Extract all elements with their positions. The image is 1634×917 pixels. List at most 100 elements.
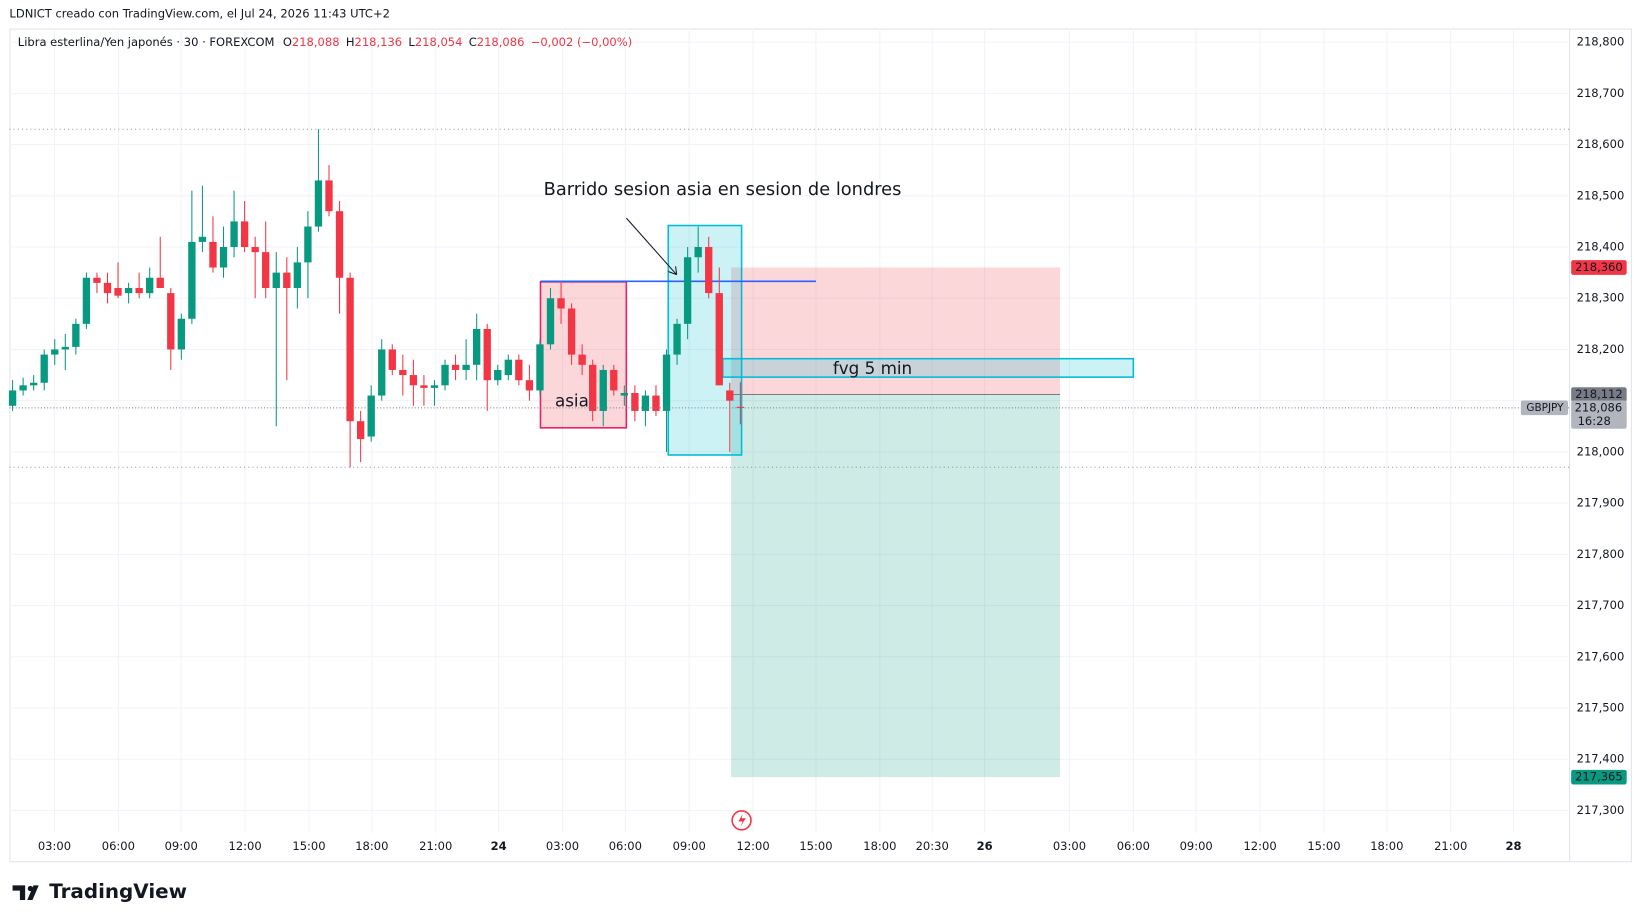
candle-body xyxy=(251,247,259,253)
x-tick-label: 18:00 xyxy=(355,839,388,853)
candle-body xyxy=(652,395,660,411)
brand: TradingView xyxy=(49,880,187,903)
symbol-tag: GBPJPY xyxy=(1526,402,1564,414)
symbol: Libra esterlina/Yen japonés · 30 · FOREX… xyxy=(18,35,275,49)
candle-body xyxy=(673,323,681,355)
legend-value: 218,088 xyxy=(292,35,340,49)
target-tag: 217,365 xyxy=(1575,770,1623,784)
y-tick-label: 217,900 xyxy=(1577,496,1625,510)
candle-body xyxy=(589,364,597,411)
target-zone xyxy=(731,394,1061,778)
x-tick-label: 24 xyxy=(491,839,507,853)
entry-tag: 218,112 xyxy=(1575,387,1623,401)
candle-body xyxy=(715,293,723,386)
countdown: 16:28 xyxy=(1578,414,1611,428)
candle-body xyxy=(114,287,122,296)
brand-logo-dot xyxy=(27,885,33,892)
candle-body xyxy=(135,287,143,294)
candle-body xyxy=(610,369,618,391)
x-tick-label: 18:00 xyxy=(1370,839,1403,853)
candle-body xyxy=(72,323,80,347)
stop-tag: 218,360 xyxy=(1575,260,1623,274)
last-price-label: 218,086 xyxy=(1575,400,1623,414)
x-tick-label: 12:00 xyxy=(737,839,770,853)
brand-logo xyxy=(12,885,39,900)
candle-body xyxy=(409,375,418,386)
y-tick-label: 218,500 xyxy=(1577,188,1625,202)
x-tick-label: 28 xyxy=(1506,839,1522,853)
arrow-head xyxy=(668,266,678,276)
candle-body xyxy=(304,226,312,263)
candle-body xyxy=(726,390,734,401)
candle-body xyxy=(578,354,586,365)
candle-body xyxy=(61,346,69,350)
candle-body xyxy=(536,344,544,391)
x-tick-label: 09:00 xyxy=(165,839,198,853)
candle-body xyxy=(451,364,460,370)
event-icon-bolt xyxy=(738,814,746,827)
legend-key: O xyxy=(283,35,292,49)
candle-body xyxy=(662,354,671,411)
target-tag-bg xyxy=(1571,769,1627,785)
candle-body xyxy=(356,421,365,440)
candle-body xyxy=(198,236,207,242)
candle-body xyxy=(483,328,491,381)
candle-body xyxy=(19,385,27,391)
x-tick-label: 15:00 xyxy=(799,839,832,853)
x-tick-label: 09:00 xyxy=(1180,839,1213,853)
candle-body xyxy=(8,390,17,406)
candle-body xyxy=(219,247,228,268)
candle-body xyxy=(736,406,745,408)
y-tick-label: 217,600 xyxy=(1577,649,1625,663)
x-tick-label: 20:30 xyxy=(916,839,949,853)
candle-body xyxy=(515,359,523,381)
candle-body xyxy=(283,272,291,288)
x-tick-label: 15:00 xyxy=(1307,839,1340,853)
legend-key: L xyxy=(408,35,415,49)
candle-body xyxy=(167,293,175,350)
x-tick-label: 03:00 xyxy=(546,839,579,853)
x-tick-label: 03:00 xyxy=(1053,839,1086,853)
candle-body xyxy=(546,298,555,345)
y-tick-label: 218,700 xyxy=(1577,86,1625,100)
candle-body xyxy=(103,282,112,294)
candle-body xyxy=(124,287,133,294)
candle-body xyxy=(557,298,565,309)
candle-body xyxy=(441,364,449,386)
candle-body xyxy=(314,180,323,227)
y-tick-label: 218,300 xyxy=(1577,291,1625,305)
candle-body xyxy=(525,380,534,391)
y-tick-label: 218,400 xyxy=(1577,240,1625,254)
x-tick-label: 15:00 xyxy=(292,839,325,853)
stop-zone xyxy=(731,267,1061,395)
y-tick-label: 218,000 xyxy=(1577,444,1625,458)
legend: Libra esterlina/Yen japonés · 30 · FOREX… xyxy=(18,35,632,49)
candle-body xyxy=(93,277,101,283)
x-tick-label: 06:00 xyxy=(102,839,135,853)
candle-body xyxy=(378,349,386,396)
candle-body xyxy=(504,359,512,376)
y-tick-label: 218,600 xyxy=(1577,137,1625,151)
candle-body xyxy=(631,392,639,411)
legend-key: C xyxy=(469,35,477,49)
candle-body xyxy=(473,328,481,365)
legend-value: 218,054 xyxy=(415,35,463,49)
symbol-tag-bg xyxy=(1520,400,1569,416)
legend-value: 218,086 xyxy=(477,35,525,49)
candle-body xyxy=(346,277,354,422)
x-tick-label: 09:00 xyxy=(673,839,706,853)
event-icon[interactable] xyxy=(731,810,752,831)
frame xyxy=(9,28,1632,863)
stop-tag-bg xyxy=(1571,260,1627,275)
candle-body xyxy=(230,221,238,248)
candle-body xyxy=(599,369,607,411)
x-tick-label: 12:00 xyxy=(1243,839,1276,853)
candle-body xyxy=(188,241,196,319)
last-price-bg xyxy=(1571,400,1627,429)
candle-body xyxy=(462,364,470,370)
x-tick-label: 12:00 xyxy=(229,839,262,853)
x-tick-label: 18:00 xyxy=(863,839,896,853)
x-tick-label: 03:00 xyxy=(38,839,71,853)
candle-body xyxy=(177,318,185,350)
